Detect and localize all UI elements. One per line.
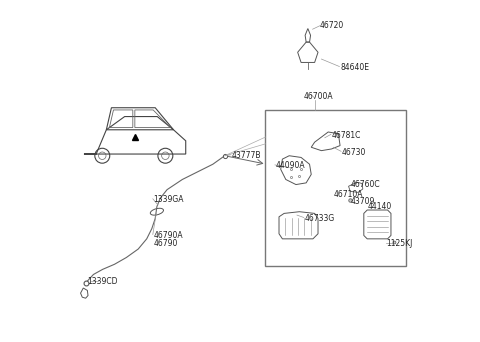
Text: 84640E: 84640E [340,63,369,72]
Text: 46790A: 46790A [154,231,183,240]
Text: 1339CD: 1339CD [87,277,118,286]
Text: 44140: 44140 [367,202,392,211]
Bar [265,110,406,266]
Text: 46760C: 46760C [350,180,380,189]
Text: 46720: 46720 [320,21,344,30]
Text: 43709: 43709 [350,197,374,206]
Text: 46710A: 46710A [333,190,363,199]
Text: 46730: 46730 [342,148,366,157]
Text: 44090A: 44090A [276,161,305,170]
Text: 46700A: 46700A [303,92,333,101]
Text: 46733G: 46733G [304,214,335,223]
Text: 1125KJ: 1125KJ [386,239,412,248]
Text: 46781C: 46781C [332,131,361,140]
Text: 1339GA: 1339GA [154,195,184,204]
Text: 46790: 46790 [154,239,178,248]
Text: 43777B: 43777B [231,151,261,160]
